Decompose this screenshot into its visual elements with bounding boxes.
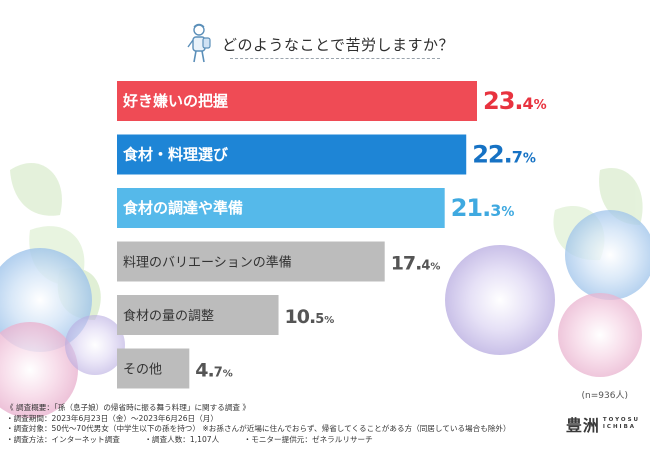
category-label: 料理のバリエーションの準備 bbox=[123, 255, 292, 271]
value-label: 10.5% bbox=[285, 306, 335, 328]
survey-note-method: ・調査方法：インターネット調査 bbox=[6, 434, 120, 444]
flower-decoration-left bbox=[0, 248, 125, 418]
chart-title-area: どのようなことで苦労しますか？ bbox=[182, 22, 472, 66]
value-label: 4.7% bbox=[195, 360, 233, 382]
value-label: 22.7% bbox=[472, 141, 536, 169]
bar-group: その他 4.7% bbox=[117, 348, 233, 389]
survey-note-heading: 《 調査概要：「孫（息子娘）の帰省時に振る舞う料理」に関する調査 》 bbox=[6, 403, 251, 412]
logo-kanji: 豊洲 bbox=[565, 416, 600, 435]
survey-note-target-condition: ※お孫さんが近場に住んでおらず、帰省してくることがある方（同居している場合も除外… bbox=[202, 424, 511, 434]
value-label: 21.3% bbox=[451, 194, 515, 222]
bar bbox=[117, 241, 385, 282]
bar bbox=[117, 188, 445, 228]
child-with-backpack-icon bbox=[187, 23, 211, 63]
flower-decoration-right bbox=[445, 210, 650, 377]
value-label: 17.4% bbox=[391, 253, 441, 275]
survey-note-target-row: ・調査対象：50代～70代男女（中学生以下の孫を持つ） ※お孫さんが近場に住んで… bbox=[6, 424, 566, 435]
bar bbox=[117, 295, 279, 335]
bar-group: 食材の調達や準備 21.3% bbox=[117, 188, 514, 228]
category-label: 食材の調達や準備 bbox=[123, 199, 243, 217]
bar bbox=[117, 348, 190, 389]
bar-chart: 好き嫌いの把握 23.4% 食材・料理選び 22.7% 食材の調達や準備 21.3% 料理の… bbox=[117, 81, 547, 389]
logo-romaji-line2: ICHIBA bbox=[602, 424, 637, 430]
survey-note-method-row: ・調査方法：インターネット調査 ・調査人数：1,107人 ・モニター提供元：ゼネ… bbox=[6, 435, 566, 446]
toyosu-ichiba-logo: 豊洲 TOYOSU ICHIBA bbox=[566, 412, 640, 436]
chart-title: どのようなことで苦労しますか？ bbox=[222, 35, 455, 54]
value-label: 23.4% bbox=[483, 87, 547, 115]
logo-romaji-line1: TOYOSU bbox=[602, 417, 640, 423]
bar bbox=[117, 81, 477, 121]
logo-romaji: TOYOSU ICHIBA bbox=[603, 417, 640, 431]
title-underline bbox=[230, 58, 440, 59]
bar bbox=[117, 134, 467, 175]
survey-note-period: ・調査期間：2023年6月23日（金）～2023年6月26日（月） bbox=[6, 413, 218, 423]
bar-group: 好き嫌いの把握 23.4% bbox=[117, 81, 547, 121]
sample-size-note: (n=936人) bbox=[581, 391, 628, 401]
bar-group: 食材・料理選び 22.7% bbox=[117, 134, 536, 175]
survey-note-count: ・調査人数：1,107人 bbox=[144, 434, 220, 444]
survey-note-provider: ・モニター提供元：ゼネラルリサーチ bbox=[243, 434, 373, 444]
bar-group: 料理のバリエーションの準備 17.4% bbox=[117, 241, 441, 282]
category-label: 食材・料理選び bbox=[123, 146, 228, 164]
category-label: その他 bbox=[123, 363, 162, 378]
survey-notes: 《 調査概要：「孫（息子娘）の帰省時に振る舞う料理」に関する調査 》 ・調査期間… bbox=[6, 403, 566, 445]
bar-group: 食材の量の調整 10.5% bbox=[117, 295, 334, 335]
category-label: 食材の量の調整 bbox=[123, 308, 214, 324]
category-label: 好き嫌いの把握 bbox=[122, 92, 228, 110]
survey-note-target: ・調査対象：50代～70代男女（中学生以下の孫を持つ） bbox=[6, 424, 200, 434]
